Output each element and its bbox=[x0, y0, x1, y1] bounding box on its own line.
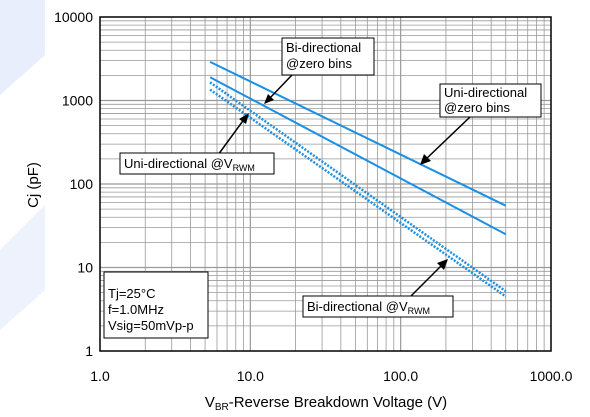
condition-temperature: Tj=25°C bbox=[108, 286, 155, 301]
watermark-stripe-lower bbox=[0, 205, 45, 330]
y-axis-title: Cj (pF) bbox=[25, 162, 42, 208]
label-box bbox=[281, 37, 375, 76]
series-line-bi-vrwm bbox=[209, 88, 507, 298]
label-text: Uni-directional @VRWM bbox=[124, 156, 255, 173]
plot-frame bbox=[99, 16, 552, 352]
arrow-head bbox=[437, 259, 448, 270]
x-tick-label: 10.0 bbox=[237, 368, 264, 384]
y-tick-label: 1000 bbox=[62, 93, 93, 109]
annotation-uni-directional-vrwm: Uni-directional @VRWM bbox=[119, 113, 275, 175]
watermark-stripe bbox=[0, 0, 45, 95]
annotation-bi-directional-vrwm: Bi-directional @VRWM bbox=[302, 259, 454, 318]
conditions-frame bbox=[103, 271, 209, 339]
arrow-head bbox=[264, 94, 274, 104]
arrow-line bbox=[424, 116, 471, 161]
series-line-uni-vrwm bbox=[209, 81, 507, 293]
arrow-line bbox=[409, 263, 444, 298]
label-box bbox=[439, 83, 542, 118]
condition-signal: Vsig=50mVp-p bbox=[108, 318, 194, 333]
label-line-2: @zero bins bbox=[444, 100, 510, 115]
arrow-line bbox=[217, 117, 246, 156]
y-tick-labels: 1 10 100 1000 10000 bbox=[54, 9, 93, 359]
label-box bbox=[302, 295, 454, 318]
annotation-bi-directional-zero-bins: Bi-directional @zero bins bbox=[264, 37, 375, 104]
label-line-2: @zero bins bbox=[286, 56, 352, 71]
grid bbox=[100, 17, 551, 351]
x-tick-labels: 1.0 10.0 100.0 1000.0 bbox=[90, 368, 572, 384]
y-tick-label: 10000 bbox=[54, 9, 93, 25]
test-conditions-box: Tj=25°C f=1.0MHz Vsig=50mVp-p bbox=[103, 271, 209, 339]
arrow-line bbox=[267, 74, 293, 101]
x-axis-title: VBR-Reverse Breakdown Voltage (V) bbox=[205, 394, 447, 413]
series-line-uni-zero bbox=[209, 76, 507, 236]
x-tick-label: 1000.0 bbox=[530, 368, 573, 384]
y-tick-label: 10 bbox=[77, 260, 93, 276]
annotation-uni-directional-zero-bins: Uni-directional @zero bins bbox=[420, 83, 542, 165]
label-line-1: Uni-directional bbox=[444, 85, 527, 100]
arrow-head bbox=[420, 154, 431, 165]
label-line-1: Bi-directional bbox=[286, 40, 361, 55]
series-lines bbox=[209, 60, 507, 298]
x-tick-label: 100.0 bbox=[383, 368, 418, 384]
label-text: Bi-directional @VRWM bbox=[307, 299, 430, 316]
series-line-bi-zero bbox=[209, 60, 507, 207]
label-box bbox=[119, 152, 275, 175]
x-tick-label: 1.0 bbox=[90, 368, 110, 384]
y-tick-label: 1 bbox=[85, 343, 93, 359]
condition-frequency: f=1.0MHz bbox=[108, 302, 164, 317]
y-tick-label: 100 bbox=[70, 176, 94, 192]
arrow-head bbox=[239, 113, 249, 124]
